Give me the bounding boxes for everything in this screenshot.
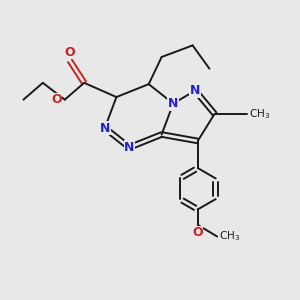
Text: O: O xyxy=(64,46,75,59)
Text: CH$_3$: CH$_3$ xyxy=(249,107,270,121)
Text: O: O xyxy=(51,93,62,106)
Text: N: N xyxy=(100,122,110,134)
Text: N: N xyxy=(190,84,200,97)
Text: O: O xyxy=(193,226,203,239)
Text: N: N xyxy=(168,97,178,110)
Text: CH$_3$: CH$_3$ xyxy=(219,230,240,243)
Text: N: N xyxy=(124,141,134,154)
